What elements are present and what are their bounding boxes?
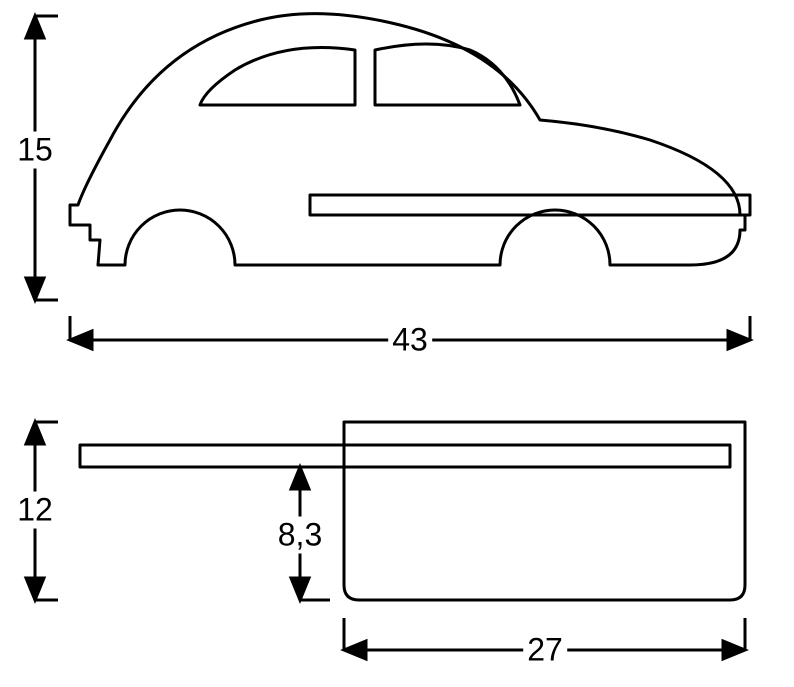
dim-label-8-3: 8,3 — [274, 517, 326, 554]
top-box — [344, 422, 745, 600]
top-bar — [80, 445, 730, 467]
dim-label-27: 27 — [523, 632, 567, 669]
car-side-slot — [310, 195, 750, 215]
car-body-outline — [70, 14, 745, 265]
dim-label-15: 15 — [13, 132, 57, 169]
drawing-canvas: 15 43 12 8,3 27 — [0, 0, 794, 687]
top-view — [80, 422, 745, 600]
dim-label-43: 43 — [388, 322, 432, 359]
car-side-view — [70, 14, 750, 265]
car-window-front — [375, 44, 520, 105]
dim-label-12: 12 — [13, 492, 57, 529]
car-window-rear — [200, 48, 355, 106]
